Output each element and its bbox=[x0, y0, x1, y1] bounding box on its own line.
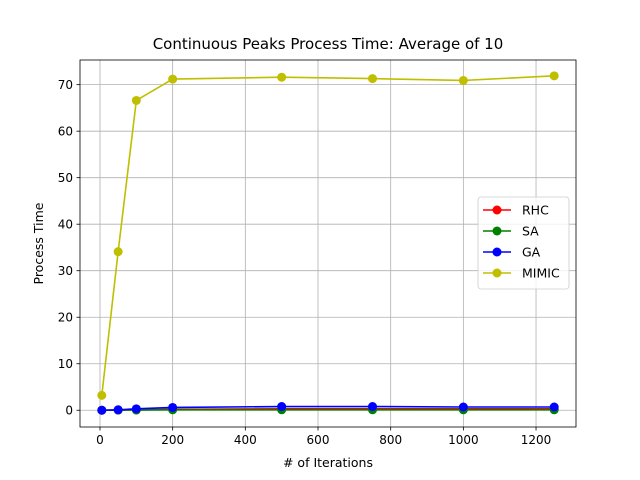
y-tick-label: 10 bbox=[58, 357, 73, 371]
x-tick-label: 400 bbox=[234, 433, 257, 447]
x-tick-label: 1000 bbox=[448, 433, 479, 447]
legend-marker-mimic bbox=[492, 268, 502, 278]
data-point-mimic bbox=[113, 247, 123, 257]
legend-label-rhc: RHC bbox=[522, 203, 549, 218]
legend-box bbox=[477, 196, 570, 290]
series-line-mimic bbox=[101, 75, 555, 396]
legend-label-sa: SA bbox=[522, 224, 539, 239]
x-tick-label: 0 bbox=[96, 433, 104, 447]
plot-frame bbox=[79, 59, 577, 428]
data-point-mimic bbox=[549, 71, 559, 81]
legend-label-ga: GA bbox=[522, 245, 541, 260]
data-point-mimic bbox=[97, 390, 107, 400]
y-tick-label: 70 bbox=[58, 78, 73, 92]
y-tick-label: 60 bbox=[58, 124, 73, 138]
legend-marker-sa bbox=[492, 226, 502, 236]
series-mimic bbox=[97, 71, 559, 400]
chart-title: Continuous Peaks Process Time: Average o… bbox=[153, 35, 504, 53]
x-tick-label: 600 bbox=[307, 433, 330, 447]
data-point-mimic bbox=[131, 95, 141, 105]
data-point-ga bbox=[168, 402, 178, 412]
data-point-ga bbox=[97, 405, 107, 415]
data-point-mimic bbox=[277, 72, 287, 82]
x-tick-label: 800 bbox=[379, 433, 402, 447]
data-point-ga bbox=[368, 402, 378, 412]
y-tick-label: 50 bbox=[58, 171, 73, 185]
legend-label-mimic: MIMIC bbox=[522, 266, 560, 281]
axis-ticks: 0 200 400 600 800 1000 1200 0 10 20 30 40 50 60 70 bbox=[58, 78, 552, 447]
legend-marker-rhc bbox=[492, 205, 502, 215]
y-tick-label: 30 bbox=[58, 264, 73, 278]
data-point-ga bbox=[131, 404, 141, 414]
series-group bbox=[97, 71, 559, 415]
y-tick-label: 40 bbox=[58, 217, 73, 231]
legend: RHC SA GA MIMIC bbox=[477, 196, 570, 290]
y-tick-label: 20 bbox=[58, 311, 73, 325]
data-point-ga bbox=[113, 405, 123, 415]
legend-marker-ga bbox=[492, 247, 502, 257]
data-point-mimic bbox=[368, 74, 378, 84]
data-point-ga bbox=[277, 402, 287, 412]
y-tick-label: 0 bbox=[65, 404, 73, 418]
data-point-mimic bbox=[168, 74, 178, 84]
x-axis-label: # of Iterations bbox=[283, 455, 373, 470]
y-axis-label: Process Time bbox=[31, 202, 46, 284]
data-point-mimic bbox=[458, 75, 468, 85]
data-point-ga bbox=[458, 402, 468, 412]
data-point-ga bbox=[549, 402, 559, 412]
x-tick-label: 200 bbox=[161, 433, 184, 447]
series-ga bbox=[97, 402, 559, 415]
x-tick-label: 1200 bbox=[521, 433, 552, 447]
